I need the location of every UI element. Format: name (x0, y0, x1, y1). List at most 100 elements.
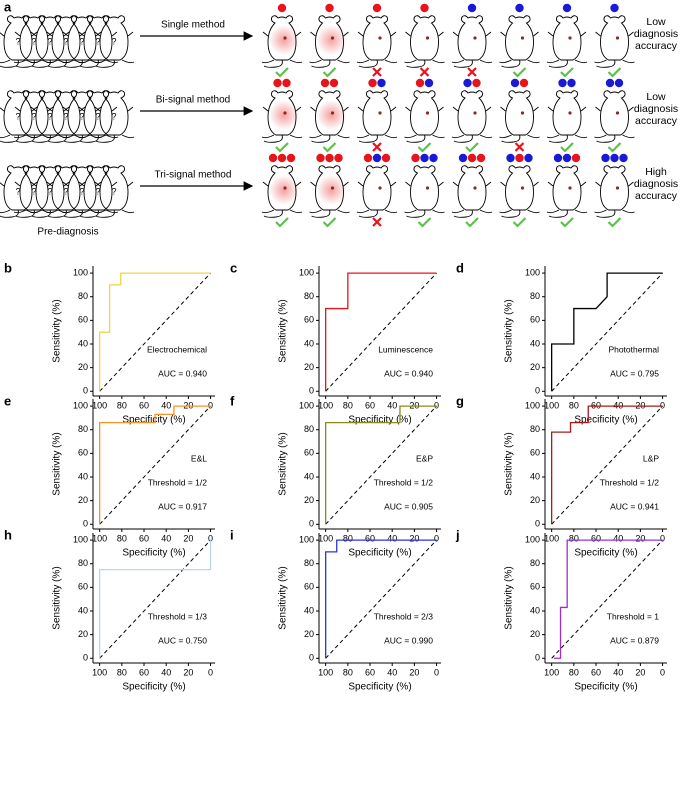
outcome-label: accuracy (635, 190, 678, 202)
y-tick-label: 80 (78, 424, 88, 434)
signal-dot (553, 153, 563, 163)
tumor-glow (269, 25, 299, 55)
panel-letter: f (230, 393, 235, 408)
mouse (356, 90, 398, 143)
x-axis-label: Specificity (%) (574, 415, 637, 426)
tumor (520, 36, 525, 40)
panel-letter: b (4, 260, 12, 275)
mouse (499, 90, 540, 143)
panel-letter: h (4, 527, 12, 542)
mouse-outline (19, 90, 49, 136)
cross-mark (372, 217, 382, 227)
x-tick-label: 100 (92, 400, 107, 410)
x-tick-label: 40 (613, 400, 623, 410)
tumor-glow (316, 175, 347, 205)
x-tick-label: 20 (409, 400, 419, 410)
y-tick-label: 60 (304, 315, 314, 325)
unknown-mark: ? (63, 36, 68, 46)
check-mark (417, 217, 432, 228)
mouse: ? (0, 15, 39, 68)
mouse (451, 165, 493, 218)
reference-diagonal (99, 539, 211, 659)
x-tick-label: 0 (208, 533, 213, 543)
signal-dot (472, 78, 481, 88)
tumor (378, 111, 382, 115)
mouse (451, 90, 493, 143)
signal-dot (605, 78, 615, 88)
mouse-legs (0, 106, 39, 143)
y-tick-label: 80 (304, 558, 314, 568)
y-tick-label: 0 (535, 386, 540, 396)
mouse-outline (505, 90, 534, 136)
unknown-mark: ? (15, 186, 20, 196)
y-tick-label: 40 (304, 605, 314, 615)
signal-dot (286, 153, 296, 163)
y-axis-label: Sensitivity (%) (278, 432, 289, 495)
y-tick-label: 0 (309, 653, 314, 663)
check-mark (275, 217, 289, 228)
mouse-outline (362, 15, 392, 61)
reference-diagonal (325, 539, 437, 659)
x-tick-label: 20 (183, 533, 193, 543)
y-axis-label: Sensitivity (%) (504, 432, 515, 495)
mouse-legs (13, 31, 55, 68)
signal-dot (429, 153, 438, 163)
mouse (261, 90, 303, 143)
x-tick-label: 100 (318, 667, 333, 677)
mouse-legs (499, 181, 540, 218)
x-tick-label: 0 (208, 400, 213, 410)
unknown-mark: ? (95, 111, 100, 121)
annotation: AUC = 0.795 (610, 368, 659, 378)
signal-dot (329, 78, 339, 88)
mouse-outline (3, 165, 33, 211)
mouse (546, 90, 588, 143)
signal-dot (277, 3, 287, 13)
panel-letter: j (455, 527, 460, 542)
outcome-label: diagnosis (634, 103, 678, 115)
tumor (615, 111, 620, 115)
x-tick-label: 80 (343, 533, 353, 543)
unknown-mark: ? (95, 36, 100, 46)
x-tick-label: 60 (591, 533, 601, 543)
signal-dot (515, 153, 524, 163)
tumor (283, 186, 287, 190)
y-tick-label: 40 (78, 471, 88, 481)
unknown-mark: ? (79, 186, 84, 196)
mouse-outline (35, 165, 65, 211)
mouse-outline (35, 15, 65, 61)
reference-diagonal (551, 539, 663, 659)
x-tick-label: 40 (387, 667, 397, 677)
unknown-mark: ? (79, 111, 84, 121)
mouse-outline (315, 165, 344, 211)
y-axis-label: Sensitivity (%) (52, 566, 63, 629)
y-tick-label: 60 (304, 582, 314, 592)
y-axis-label: Sensitivity (%) (504, 566, 515, 629)
x-tick-label: 80 (569, 533, 579, 543)
signal-dot (571, 153, 581, 163)
mouse (546, 165, 588, 218)
unknown-mark: ? (111, 36, 116, 46)
x-axis-label: Specificity (%) (348, 682, 411, 693)
signal-dot (562, 3, 572, 13)
mouse-outline (19, 165, 49, 211)
mouse-outline (3, 90, 33, 136)
mouse-legs (594, 106, 635, 143)
x-tick-label: 20 (409, 533, 419, 543)
y-tick-label: 80 (78, 291, 88, 301)
mouse (594, 165, 635, 218)
group-label: Pre-diagnosis (37, 227, 98, 238)
mouse-outline (267, 15, 297, 61)
y-tick-label: 0 (309, 386, 314, 396)
x-tick-label: 100 (544, 400, 559, 410)
outcome-label: accuracy (635, 40, 678, 52)
outcome-label: Low (646, 91, 666, 103)
mouse-legs (451, 106, 493, 143)
signal-dot (282, 78, 291, 88)
y-tick-label: 60 (530, 582, 540, 592)
mouse (499, 165, 540, 218)
mouse-outline (99, 165, 129, 211)
tumor (330, 186, 335, 190)
reference-diagonal (325, 272, 437, 392)
x-tick-label: 20 (635, 533, 645, 543)
tumor (283, 36, 287, 40)
